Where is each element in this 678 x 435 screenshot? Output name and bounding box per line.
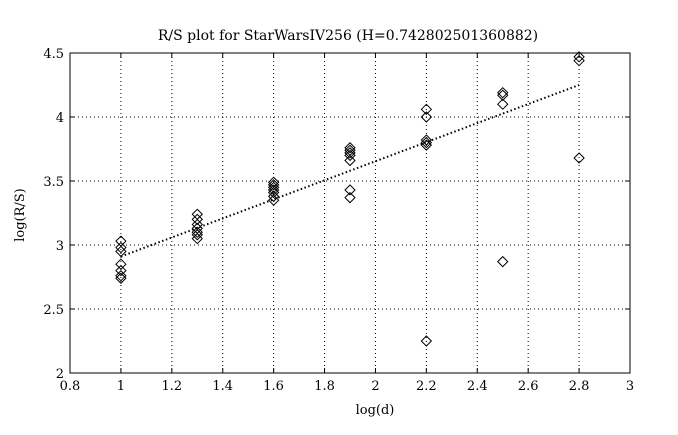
- data-point: [191, 213, 203, 226]
- data-point: [420, 335, 433, 347]
- x-tick-label: 2.8: [569, 379, 590, 394]
- x-tick-label: 1.8: [314, 379, 335, 394]
- x-tick-label: 1.6: [263, 379, 284, 394]
- data-point: [420, 103, 433, 116]
- data-point: [497, 98, 509, 110]
- data-point: [344, 142, 356, 154]
- x-tick-label: 1.4: [212, 379, 233, 394]
- x-tick-label: 3: [626, 379, 634, 394]
- data-point: [497, 255, 509, 268]
- data-point: [497, 89, 509, 101]
- data-point: [115, 270, 127, 282]
- x-tick-label: 2: [371, 379, 379, 394]
- data-point: [115, 241, 127, 254]
- data-point: [267, 181, 280, 194]
- x-tick-label: 1: [117, 379, 125, 394]
- data-point: [344, 191, 356, 204]
- data-point: [420, 111, 433, 123]
- y-tick-label: 2: [56, 367, 64, 382]
- data-point: [420, 139, 433, 151]
- data-point: [497, 86, 509, 99]
- data-point: [267, 190, 280, 203]
- x-tick-label: 0.8: [60, 379, 81, 394]
- data-point: [267, 179, 280, 191]
- data-point: [115, 264, 127, 277]
- grid: [70, 53, 630, 373]
- x-tick-label: 1.2: [161, 379, 182, 394]
- y-tick-label: 2.5: [43, 303, 64, 318]
- fit-line: [120, 84, 580, 258]
- y-tick-label: 4: [56, 111, 64, 126]
- x-tick-label: 2.2: [416, 379, 437, 394]
- data-point: [115, 272, 127, 284]
- x-tick-label: 2.4: [467, 379, 488, 394]
- x-tick-labels: 0.8 1 1.2 1.4 1.6 1.8 2 2.2 2.4 2.6 2.8 3: [60, 379, 634, 394]
- x-axis-label: log(d): [356, 403, 395, 418]
- fit-line-layer: [120, 84, 580, 258]
- data-point: [267, 186, 280, 199]
- data-point: [191, 229, 203, 241]
- y-axis-label: log(R/S): [13, 188, 28, 242]
- chart-title: R/S plot for StarWarsIV256 (H=0.74280250…: [158, 28, 538, 44]
- data-points: [115, 51, 585, 347]
- x-tick-label: 2.6: [518, 379, 539, 394]
- plot-frame: [69, 52, 631, 374]
- data-point: [191, 232, 203, 245]
- data-point: [344, 184, 356, 196]
- y-tick-label: 3: [56, 239, 64, 254]
- data-point: [420, 136, 433, 149]
- y-tick-label: 4.5: [43, 47, 64, 62]
- y-tick-label: 3.5: [43, 175, 64, 190]
- data-point: [573, 54, 585, 67]
- data-point: [191, 226, 203, 238]
- data-point: [344, 149, 356, 162]
- data-point: [115, 245, 127, 258]
- data-point: [420, 134, 433, 146]
- data-point: [573, 51, 585, 63]
- data-point: [115, 258, 127, 270]
- data-point: [573, 152, 585, 164]
- y-tick-labels: 2 2.5 3 3.5 4 4.5: [43, 47, 64, 382]
- axis-ticks: [69, 52, 631, 374]
- data-point: [267, 194, 280, 206]
- data-point: [344, 154, 356, 167]
- data-point: [344, 147, 356, 159]
